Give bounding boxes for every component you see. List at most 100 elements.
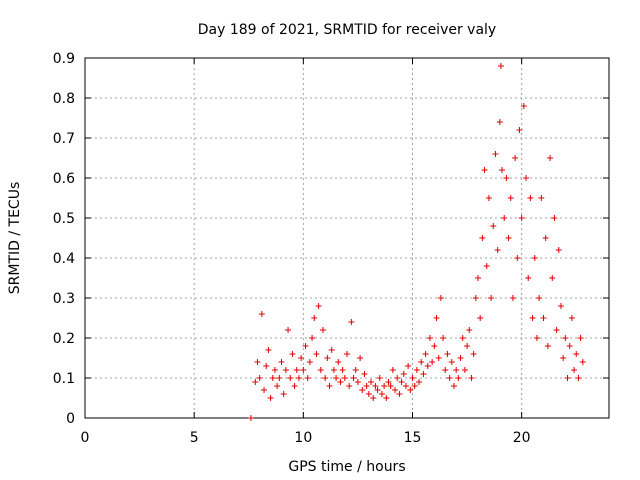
data-point bbox=[289, 351, 296, 357]
data-point bbox=[411, 383, 418, 389]
data-point bbox=[376, 375, 383, 381]
grid-lines bbox=[85, 58, 609, 418]
x-tick-label: 20 bbox=[513, 430, 531, 446]
y-tick-label: 0.6 bbox=[53, 171, 75, 187]
y-tick-label: 0.2 bbox=[53, 331, 75, 347]
data-point bbox=[448, 359, 455, 365]
data-point bbox=[405, 363, 412, 369]
data-point bbox=[477, 315, 484, 321]
data-point bbox=[507, 195, 514, 201]
data-point bbox=[499, 167, 506, 173]
data-point bbox=[348, 319, 355, 325]
data-point bbox=[400, 371, 407, 377]
y-tick-label: 0.8 bbox=[53, 91, 75, 107]
data-point bbox=[564, 375, 571, 381]
data-point bbox=[490, 223, 497, 229]
data-point bbox=[523, 175, 530, 181]
data-point bbox=[378, 391, 385, 397]
data-point bbox=[562, 335, 569, 341]
data-point bbox=[540, 315, 547, 321]
data-point bbox=[435, 355, 442, 361]
data-point bbox=[536, 295, 543, 301]
data-point bbox=[368, 379, 375, 385]
chart-title: Day 189 of 2021, SRMTID for receiver val… bbox=[198, 22, 496, 38]
data-point bbox=[549, 275, 556, 281]
data-point bbox=[252, 379, 259, 385]
data-point bbox=[424, 363, 431, 369]
data-point bbox=[363, 383, 370, 389]
data-point bbox=[488, 295, 495, 301]
data-point bbox=[442, 367, 449, 373]
data-point bbox=[354, 379, 361, 385]
data-point bbox=[514, 255, 521, 261]
data-point bbox=[298, 355, 305, 361]
data-point bbox=[553, 327, 560, 333]
x-tick-label: 10 bbox=[294, 430, 312, 446]
data-point bbox=[466, 327, 473, 333]
data-point bbox=[413, 367, 420, 373]
data-point bbox=[261, 387, 268, 393]
data-point bbox=[365, 391, 372, 397]
data-point bbox=[566, 343, 573, 349]
data-point bbox=[383, 395, 390, 401]
data-point bbox=[302, 343, 309, 349]
data-point bbox=[341, 375, 348, 381]
data-point bbox=[344, 351, 350, 357]
data-point bbox=[509, 295, 516, 301]
y-tick-label: 0.1 bbox=[53, 371, 75, 387]
data-point bbox=[387, 383, 394, 389]
data-point bbox=[317, 367, 324, 373]
data-point bbox=[542, 235, 549, 241]
data-point bbox=[479, 235, 486, 241]
data-point bbox=[571, 367, 578, 373]
y-tick-label: 0.3 bbox=[53, 291, 75, 307]
data-point bbox=[280, 391, 287, 397]
data-point bbox=[494, 247, 501, 253]
data-point bbox=[295, 375, 302, 381]
data-point bbox=[389, 367, 396, 373]
data-point bbox=[481, 167, 488, 173]
data-point bbox=[372, 383, 379, 389]
data-point bbox=[352, 367, 359, 373]
data-point bbox=[579, 359, 586, 365]
data-point bbox=[533, 335, 540, 341]
data-point bbox=[560, 355, 567, 361]
data-point bbox=[339, 367, 346, 373]
data-point bbox=[468, 375, 475, 381]
data-point bbox=[568, 315, 575, 321]
data-point bbox=[265, 347, 272, 353]
data-point bbox=[501, 215, 508, 221]
data-point bbox=[396, 391, 403, 397]
data-point bbox=[527, 195, 534, 201]
data-point bbox=[446, 375, 453, 381]
data-point bbox=[381, 383, 388, 389]
data-point bbox=[267, 395, 274, 401]
data-point bbox=[337, 379, 344, 385]
data-point bbox=[407, 387, 414, 393]
data-point bbox=[496, 119, 503, 125]
data-point bbox=[555, 247, 562, 253]
data-point bbox=[282, 367, 289, 373]
data-point bbox=[392, 387, 399, 393]
data-point bbox=[470, 351, 477, 357]
data-point bbox=[440, 335, 447, 341]
data-point bbox=[437, 295, 444, 301]
data-point bbox=[398, 379, 405, 385]
data-point bbox=[247, 415, 254, 421]
data-point bbox=[313, 351, 320, 357]
data-point bbox=[475, 275, 481, 281]
data-point bbox=[538, 195, 545, 201]
data-point bbox=[326, 383, 333, 389]
data-point bbox=[547, 155, 554, 161]
data-point bbox=[293, 367, 300, 373]
data-point bbox=[472, 295, 479, 301]
data-point bbox=[274, 383, 281, 389]
data-point bbox=[457, 355, 464, 361]
data-point bbox=[573, 351, 580, 357]
data-point bbox=[269, 375, 276, 381]
y-tick-label: 0.7 bbox=[53, 131, 75, 147]
data-point bbox=[503, 175, 510, 181]
y-tick-label: 0.4 bbox=[53, 251, 75, 267]
data-point bbox=[350, 375, 357, 381]
data-point bbox=[416, 379, 423, 385]
